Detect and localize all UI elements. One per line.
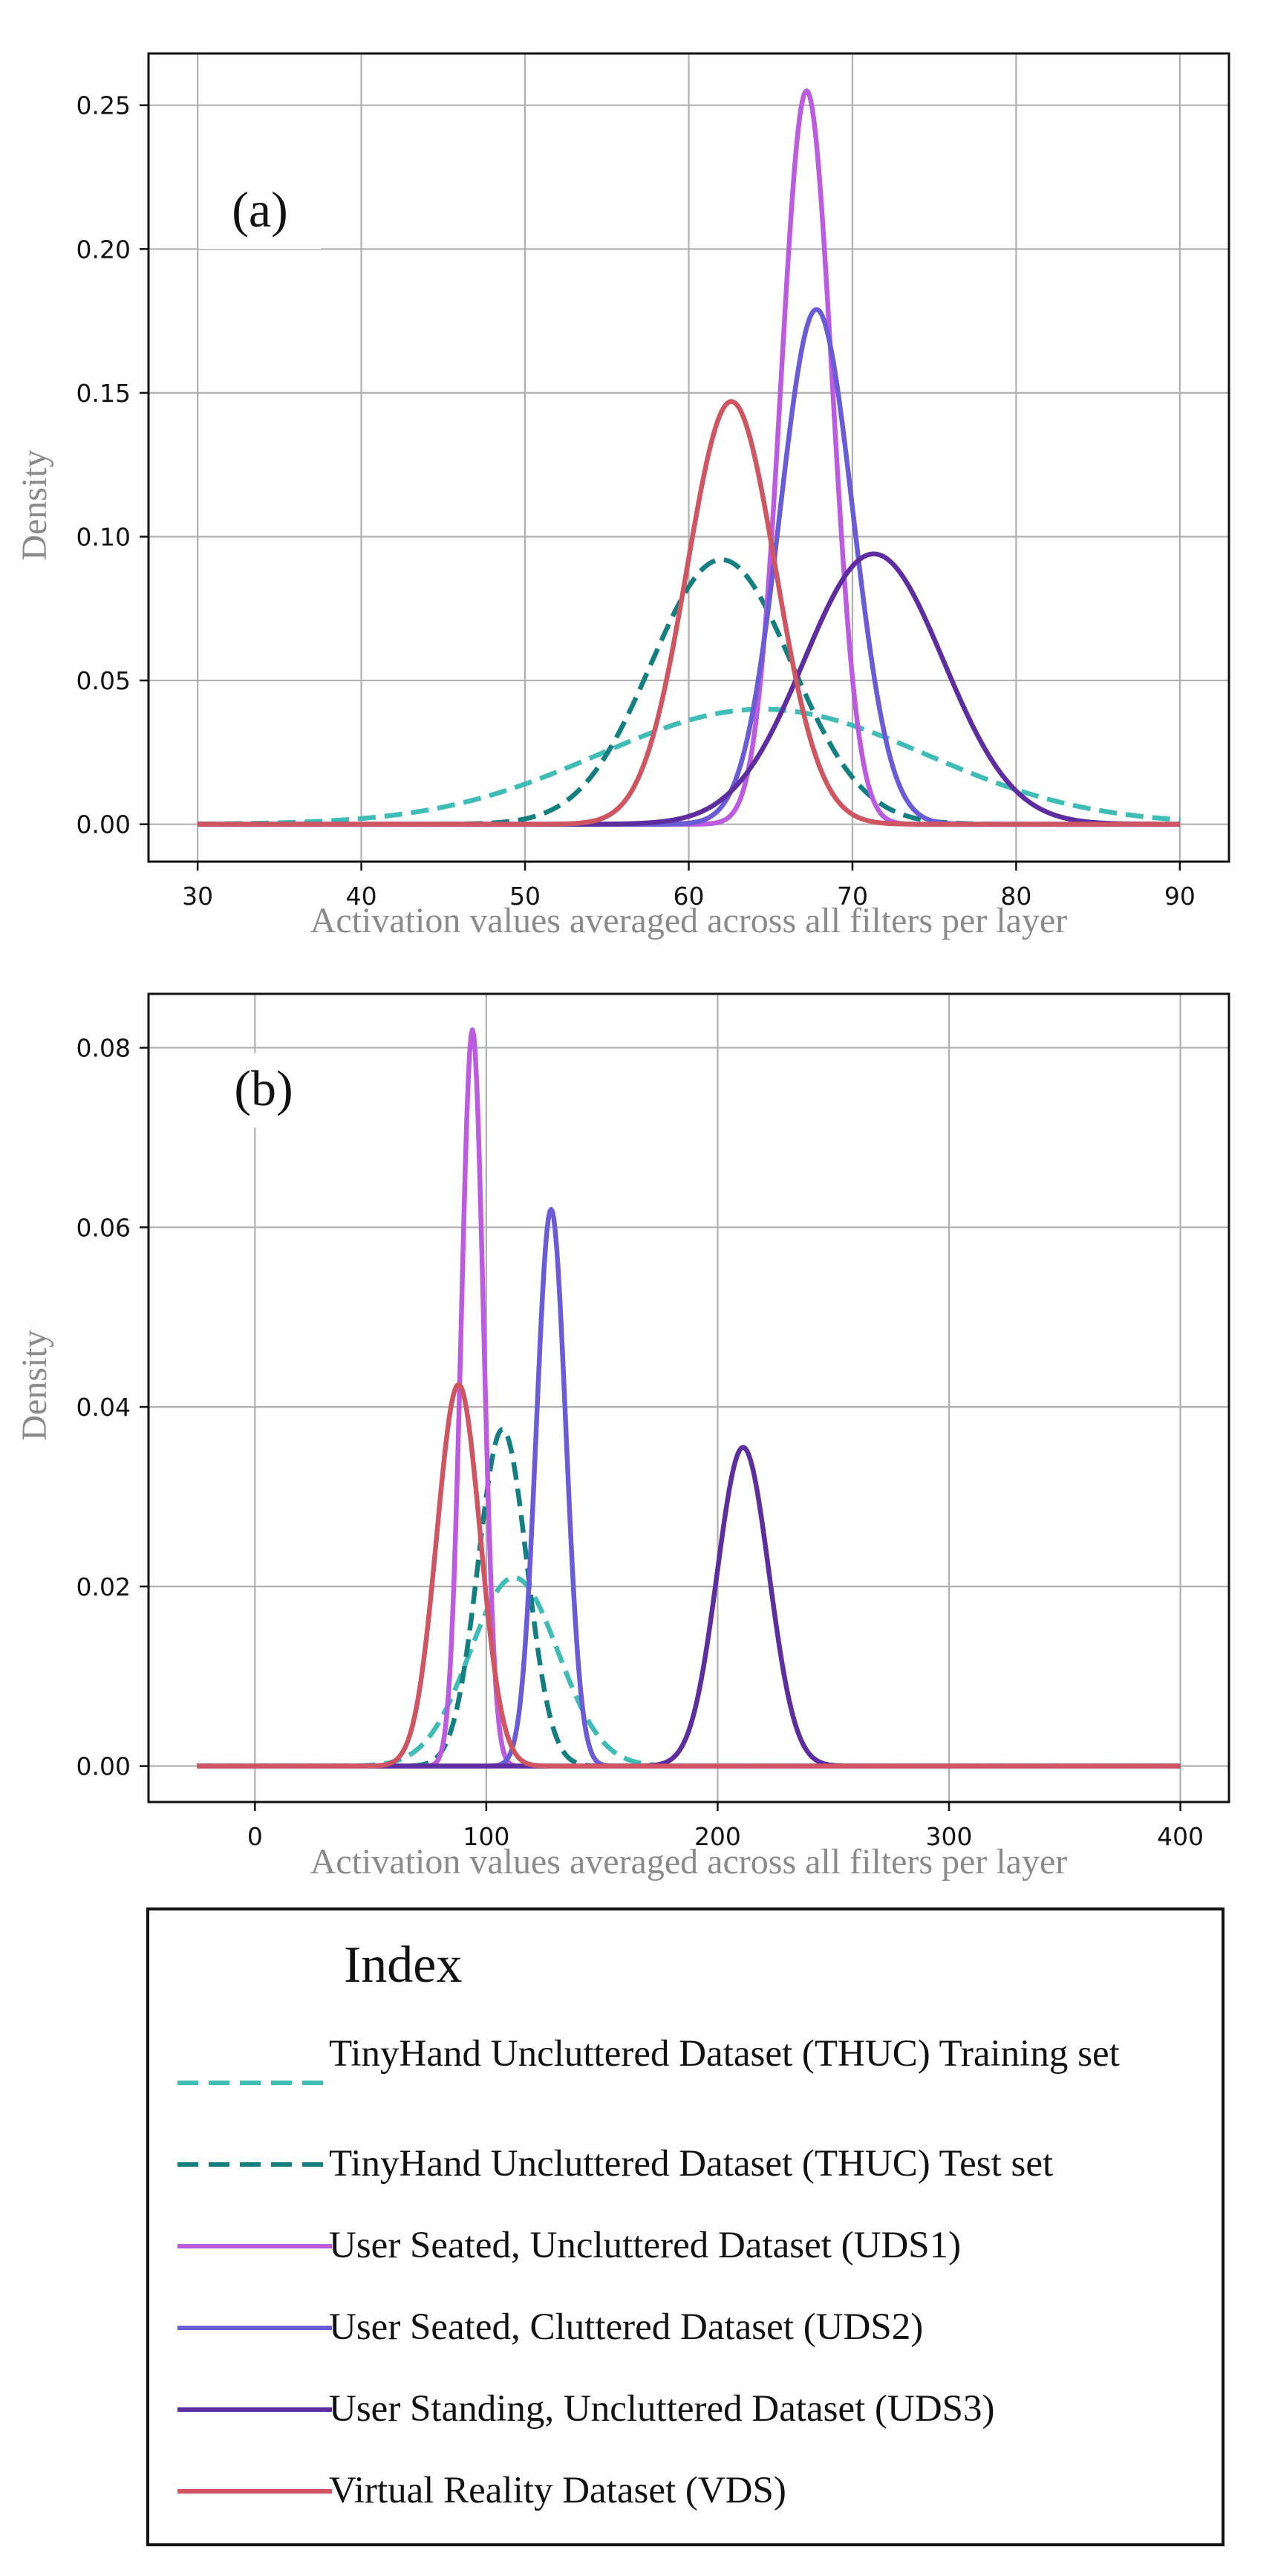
legend-label-thuc-train: TinyHand Uncluttered Dataset (THUC) Trai… <box>329 2033 1120 2075</box>
plot-frame <box>147 52 1230 863</box>
series-line-thuc-test <box>196 1427 1181 1769</box>
panel-label: (b) <box>234 1060 293 1116</box>
legend-swatch-uds1-icon <box>177 2244 332 2248</box>
x-tick-label: 60 <box>674 882 705 911</box>
y-tick-label: 0.00 <box>76 1752 131 1781</box>
panel-b: 0 100 200 300 400 0.00 0.02 0.04 0.06 0.08 (b) Acti… <box>15 992 1230 1881</box>
x-tick-label: 100 <box>463 1822 509 1851</box>
series-line-thuc-train <box>196 706 1181 827</box>
legend-swatch-uds2-icon <box>177 2326 332 2330</box>
x-tick-label: 0 <box>247 1822 263 1851</box>
series-line-vds <box>196 1382 1181 1769</box>
legend-label-uds1: User Seated, Uncluttered Dataset (UDS1) <box>329 2225 962 2266</box>
y-tick-label: 0.05 <box>76 666 131 695</box>
x-tick-label: 80 <box>1000 882 1031 911</box>
x-axis-label: Activation values averaged across all fi… <box>310 901 1068 940</box>
y-axis-label: Density <box>15 449 54 560</box>
legend: Index TinyHand Uncluttered Dataset (THUC… <box>146 1907 1225 2546</box>
panel-label-box <box>199 175 321 249</box>
series-line-thuc-train <box>196 1575 1181 1769</box>
legend-label-uds2: User Seated, Cluttered Dataset (UDS2) <box>329 2306 924 2348</box>
plot-frame <box>147 992 1230 1803</box>
series-line-vds <box>196 399 1181 827</box>
legend-swatch-thuc-test-icon <box>177 2162 332 2167</box>
y-tick-label: 0.06 <box>76 1213 131 1242</box>
legend-title: Index <box>344 1936 463 1994</box>
panel-a: 30 40 50 60 70 80 90 0.00 0.05 0.10 0.15 0.20 0.25 (a… <box>15 52 1230 940</box>
x-axis-label: Activation values averaged across all fi… <box>310 1842 1068 1881</box>
y-tick-label: 0.10 <box>76 522 131 551</box>
legend-label-vds: Virtual Reality Dataset (VDS) <box>329 2470 786 2511</box>
y-tick-label: 0.02 <box>76 1572 131 1601</box>
x-tick-label: 300 <box>926 1822 973 1851</box>
panel-label: (a) <box>232 181 287 238</box>
y-tick-label: 0.20 <box>76 235 131 264</box>
legend-swatch-uds3-icon <box>177 2407 332 2412</box>
x-tick-label: 200 <box>694 1822 741 1851</box>
x-tick-label: 50 <box>509 882 541 911</box>
y-tick-label: 0.04 <box>76 1393 131 1422</box>
legend-label-thuc-test: TinyHand Uncluttered Dataset (THUC) Test… <box>329 2143 1054 2185</box>
x-tick-label: 90 <box>1164 882 1196 911</box>
y-axis-label: Density <box>15 1330 54 1440</box>
y-tick-label: 0.25 <box>76 91 131 120</box>
x-tick-label: 400 <box>1157 1822 1204 1851</box>
legend-swatch-thuc-train-icon <box>177 2081 332 2085</box>
y-tick-label: 0.15 <box>76 379 131 408</box>
y-tick-label: 0.00 <box>76 810 131 839</box>
x-tick-label: 40 <box>346 882 377 911</box>
panel-label-box <box>203 1053 325 1128</box>
legend-label-uds3: User Standing, Uncluttered Dataset (UDS3… <box>329 2388 995 2430</box>
series-line-uds3 <box>196 1445 1181 1769</box>
series-line-uds1 <box>196 1027 1181 1769</box>
legend-swatch-vds-icon <box>177 2489 332 2494</box>
x-tick-label: 30 <box>182 882 213 911</box>
series-line-uds2 <box>196 1206 1181 1769</box>
x-tick-label: 70 <box>837 882 868 911</box>
y-tick-label: 0.08 <box>76 1034 131 1063</box>
